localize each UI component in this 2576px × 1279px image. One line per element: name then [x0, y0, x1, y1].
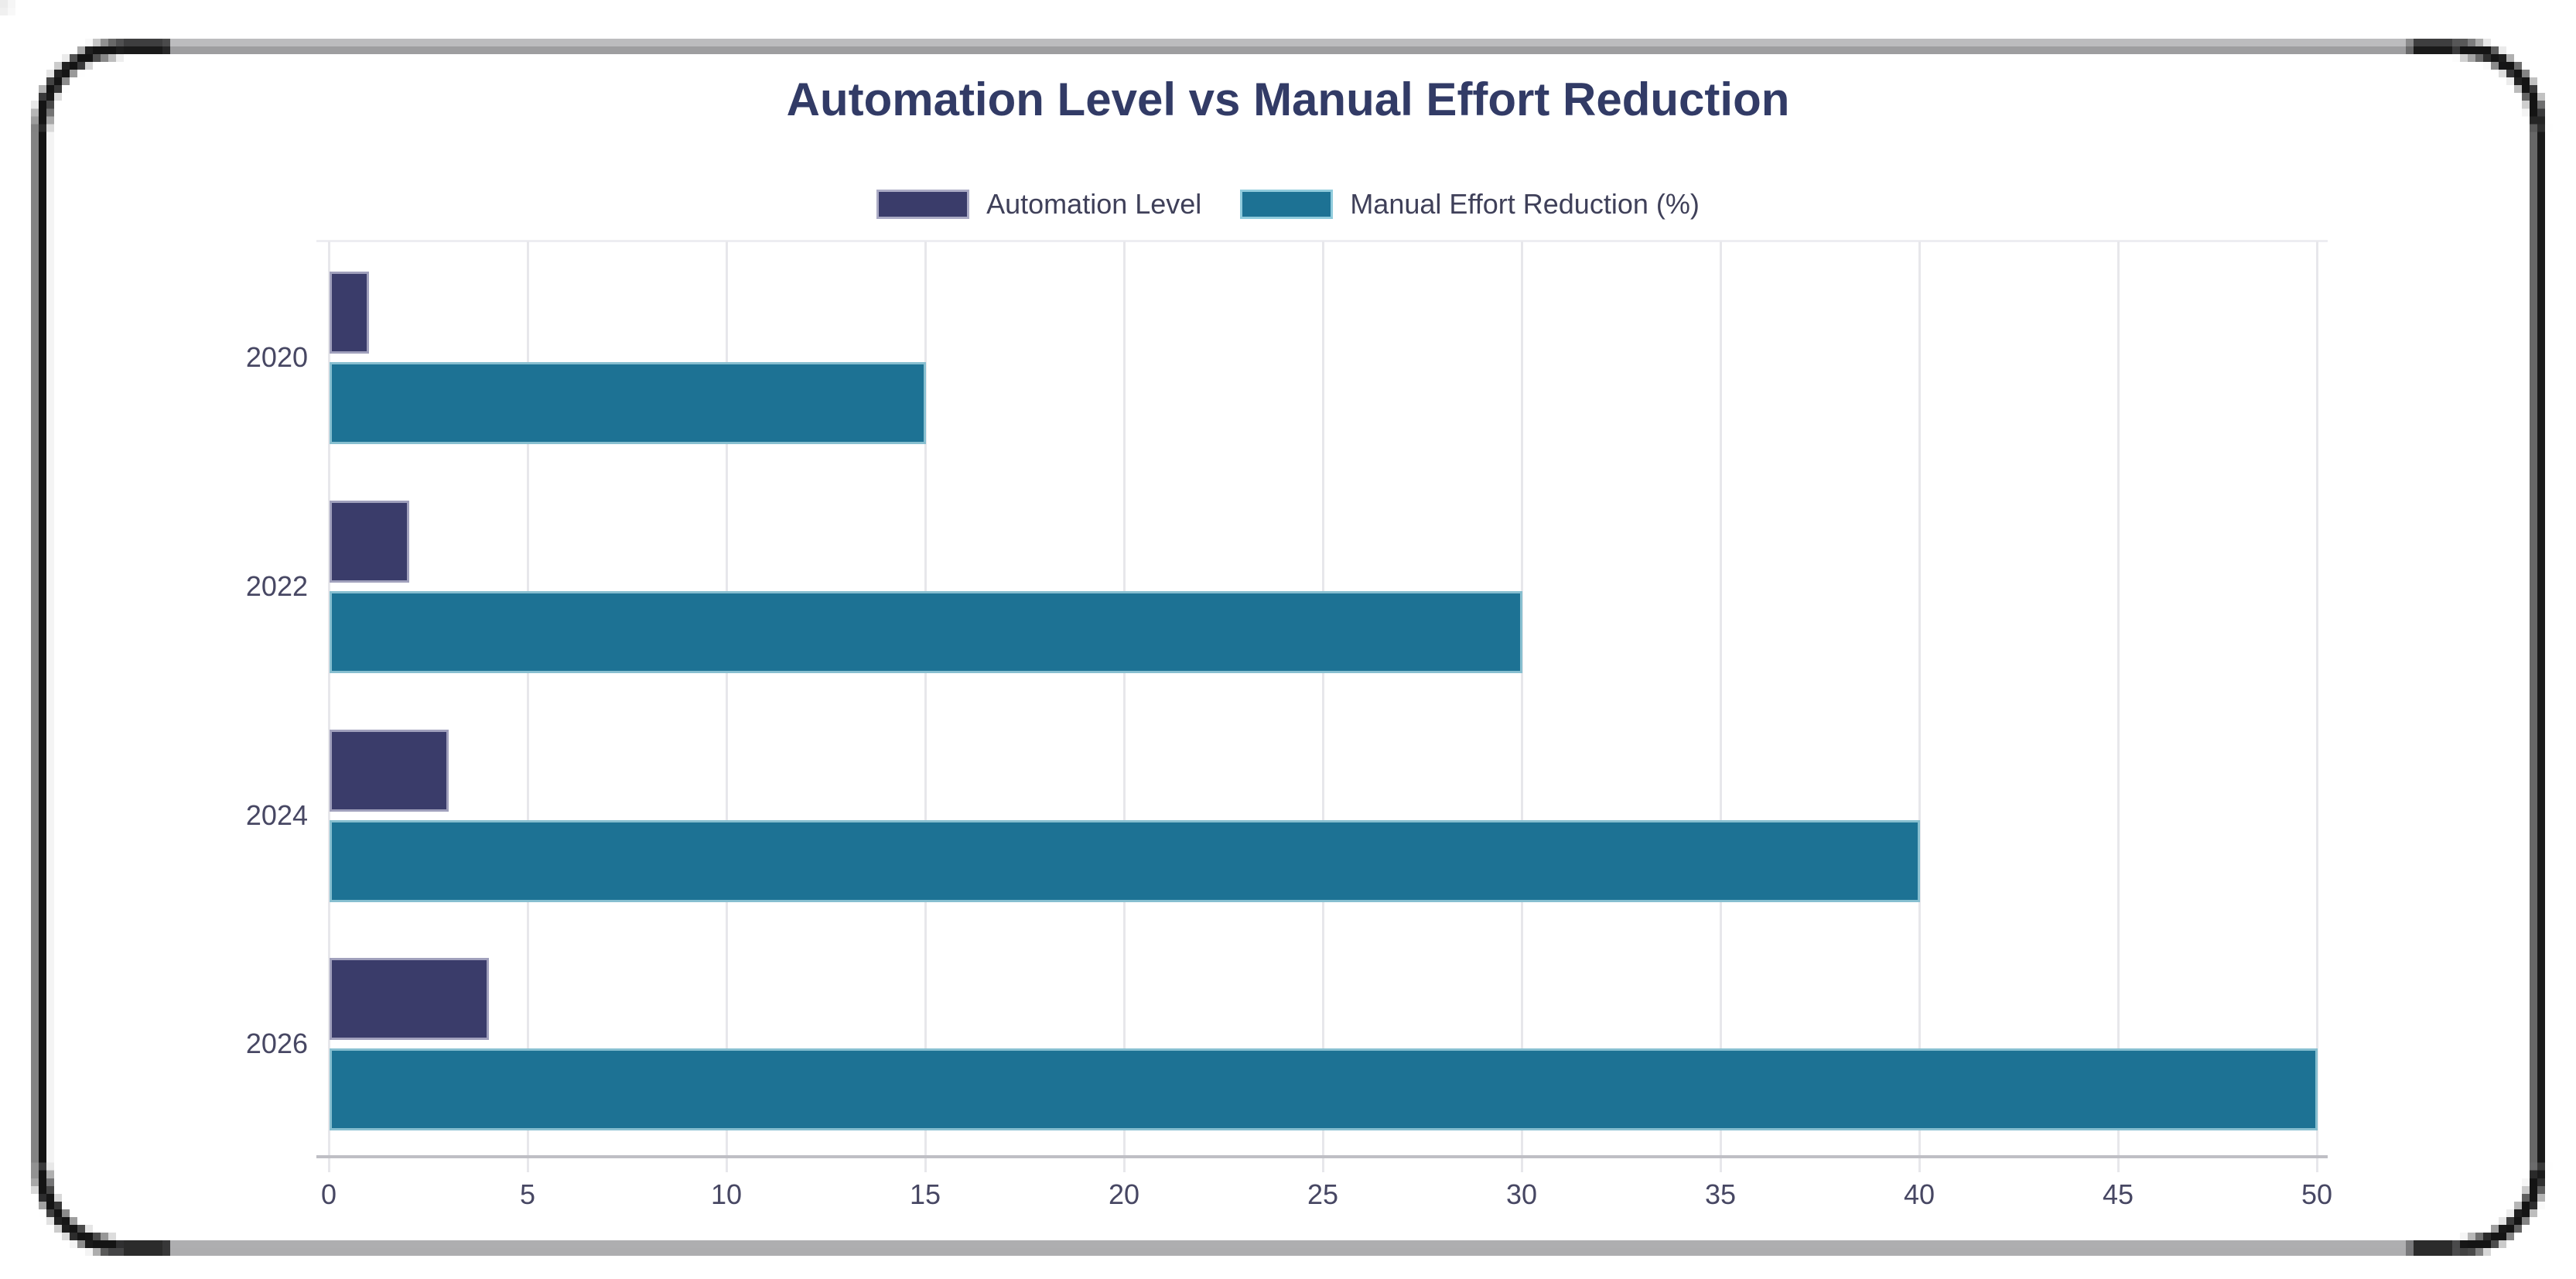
gridline	[526, 241, 529, 1172]
legend-swatch-icon	[876, 190, 970, 219]
x-tick-label: 40	[1903, 1178, 1935, 1210]
legend-item[interactable]: Manual Effort Reduction (%)	[1240, 188, 1700, 221]
y-category-label: 2024	[245, 799, 308, 831]
y-category-label: 2022	[245, 569, 308, 602]
x-tick-label: 35	[1704, 1178, 1737, 1210]
gridline	[1918, 241, 1921, 1172]
gridline	[725, 241, 728, 1172]
gridline	[924, 241, 927, 1172]
gridline	[1122, 241, 1126, 1172]
legend-label: Manual Effort Reduction (%)	[1350, 188, 1700, 220]
x-tick-label: 25	[1307, 1178, 1339, 1210]
bar-manual-effort-reduction	[330, 819, 1920, 902]
gridline	[2315, 241, 2318, 1172]
x-tick-label: 0	[320, 1178, 337, 1210]
x-tick-label: 30	[1505, 1178, 1538, 1210]
chart-legend: Automation Level Manual Effort Reduction …	[0, 188, 2576, 221]
chart-title: Automation Level vs Manual Effort Reduct…	[786, 74, 1790, 125]
gridline	[327, 241, 330, 1172]
bar-automation-level	[330, 500, 409, 583]
gridline	[1321, 241, 1324, 1172]
x-tick-label: 50	[2301, 1178, 2333, 1210]
gridline	[1520, 241, 1523, 1172]
gridline	[2116, 241, 2120, 1172]
legend-swatch-icon	[1240, 190, 1334, 219]
bar-automation-level	[330, 958, 489, 1041]
legend-item[interactable]: Automation Level	[876, 188, 1201, 221]
bar-automation-level	[330, 729, 449, 812]
bar-manual-effort-reduction	[330, 362, 926, 444]
gridline	[1719, 241, 1722, 1172]
x-tick-label: 15	[909, 1178, 941, 1210]
x-tick-label: 20	[1108, 1178, 1140, 1210]
legend-label: Automation Level	[986, 188, 1202, 220]
x-tick-label: 10	[710, 1178, 743, 1210]
plot-top-gridline	[316, 240, 2328, 242]
bar-manual-effort-reduction	[330, 590, 1522, 673]
bar-manual-effort-reduction	[330, 1048, 2318, 1131]
x-tick-label: 5	[519, 1178, 536, 1210]
y-category-label: 2026	[245, 1028, 308, 1060]
y-category-label: 2020	[245, 341, 308, 373]
bar-automation-level	[330, 272, 370, 354]
x-tick-label: 45	[2102, 1178, 2134, 1210]
x-axis-line	[316, 1155, 2328, 1158]
